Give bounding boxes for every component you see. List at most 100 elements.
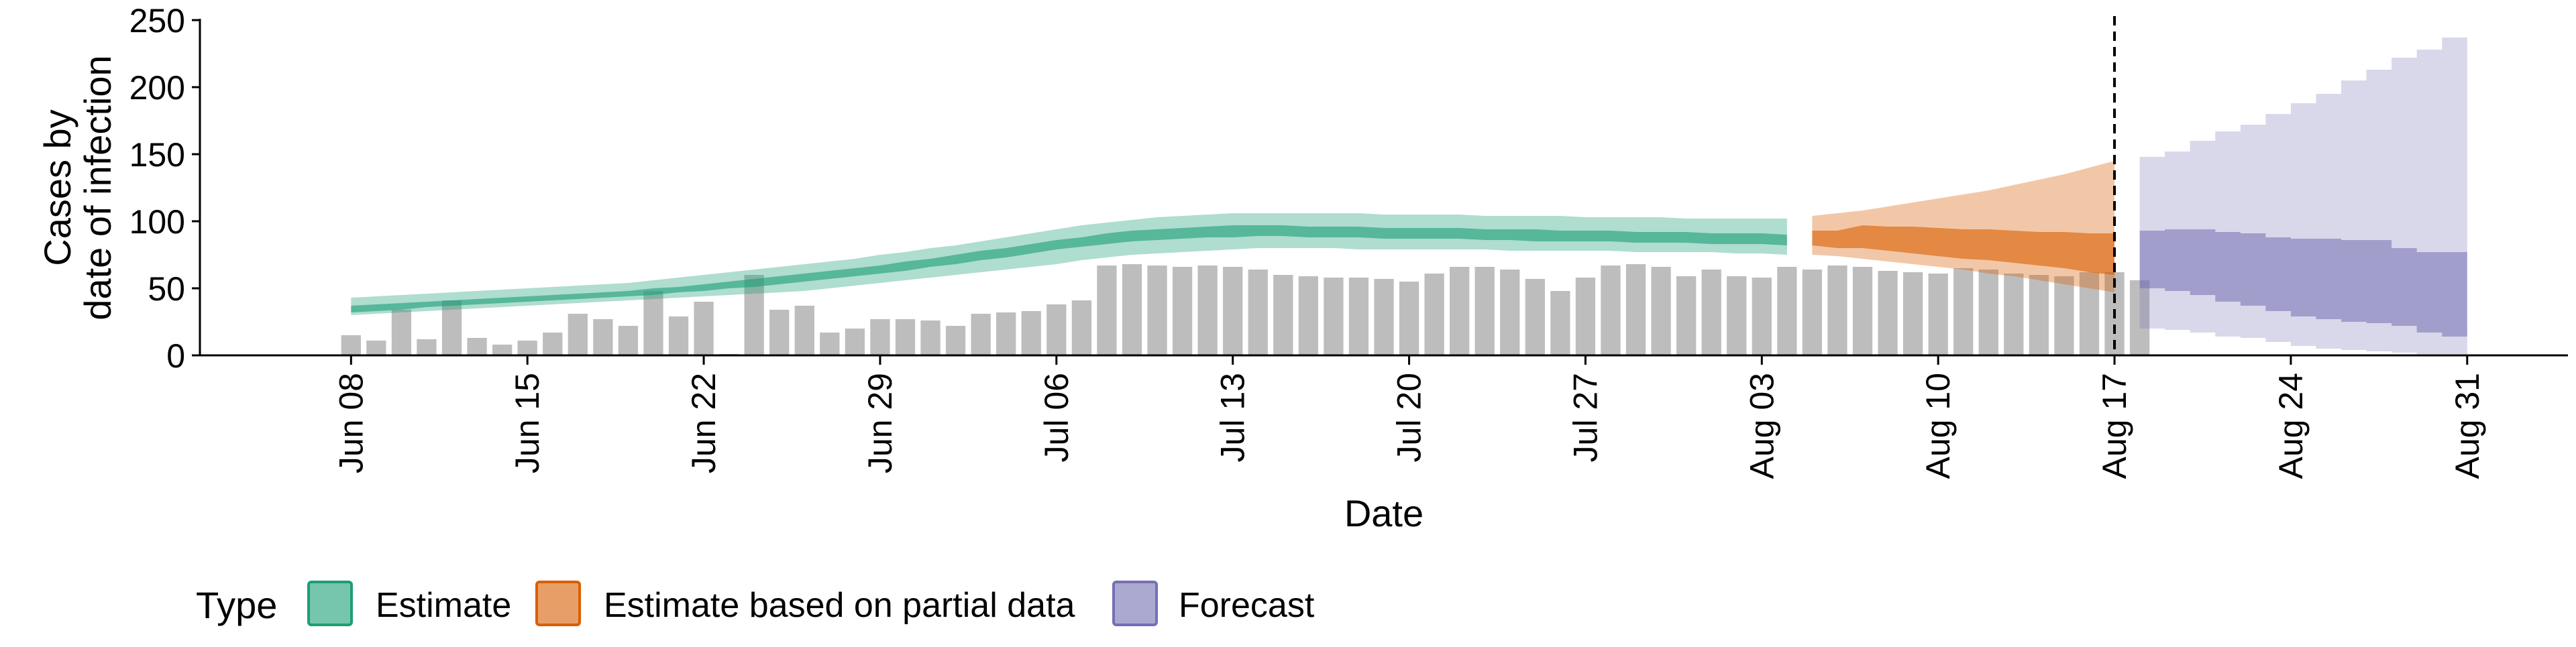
bar-2020-day-7 <box>517 341 537 355</box>
x-tick-label-2020-07-13: Jul 13 <box>1214 373 1252 462</box>
bar-2020-day-3 <box>417 339 437 355</box>
bar-2020-day-48 <box>1550 291 1570 355</box>
bar-2020-day-65 <box>1978 270 1998 355</box>
y-tick-label-100: 100 <box>129 203 185 241</box>
bar-2020-day-37 <box>1273 275 1293 355</box>
bar-2020-day-50 <box>1601 266 1621 355</box>
bar-2020-day-14 <box>694 302 714 355</box>
plot-area <box>341 16 2467 355</box>
x-tick-label-2020-08-24: Aug 24 <box>2272 373 2310 479</box>
bar-2020-day-49 <box>1575 278 1596 355</box>
bar-2020-day-54 <box>1701 270 1721 355</box>
estimate-inner-band <box>351 225 1787 312</box>
bar-2020-day-38 <box>1298 276 1318 355</box>
bar-2020-day-55 <box>1727 276 1747 355</box>
bar-2020-day-10 <box>593 319 613 355</box>
bar-2020-day-43 <box>1424 274 1444 355</box>
bar-2020-day-64 <box>1953 268 1974 355</box>
bar-2020-day-6 <box>492 345 513 355</box>
bar-2020-day-4 <box>441 300 462 355</box>
bar-2020-day-27 <box>1021 311 1041 355</box>
bar-2020-day-8 <box>543 333 563 355</box>
bar-2020-day-52 <box>1651 267 1671 355</box>
bar-2020-day-33 <box>1172 267 1193 355</box>
y-axis-title-line-1: Cases by <box>36 109 78 266</box>
x-tick-label-2020-06-22: Jun 22 <box>685 373 722 473</box>
x-tick-label-2020-08-31: Aug 31 <box>2449 373 2486 479</box>
bar-2020-day-12 <box>643 291 663 355</box>
bar-2020-day-40 <box>1348 278 1369 355</box>
legend-key-estimate <box>307 581 353 626</box>
forecast-inner-band <box>2139 229 2467 338</box>
bar-2020-day-22 <box>895 319 916 355</box>
bar-2020-day-59 <box>1827 266 1847 355</box>
legend-label-estimate: Estimate <box>376 586 511 625</box>
bar-2020-day-35 <box>1223 267 1243 355</box>
bar-2020-day-18 <box>794 306 814 355</box>
legend-label-estimate-based-on-partial-data: Estimate based on partial data <box>604 586 1075 625</box>
bar-2020-day-63 <box>1928 274 1948 355</box>
bar-2020-day-30 <box>1097 266 1117 355</box>
y-tick-label-0: 0 <box>166 337 185 375</box>
x-tick-label-2020-07-06: Jul 06 <box>1038 373 1075 462</box>
legend-title: Type <box>196 584 277 626</box>
bar-2020-day-71 <box>2129 280 2150 355</box>
bar-2020-day-36 <box>1248 270 1268 355</box>
x-tick-label-2020-06-08: Jun 08 <box>332 373 370 473</box>
bar-2020-day-31 <box>1122 264 1142 355</box>
bar-2020-day-21 <box>870 319 890 355</box>
bar-2020-day-19 <box>820 333 840 355</box>
bar-2020-day-0 <box>341 335 361 355</box>
x-tick-label-2020-06-29: Jun 29 <box>861 373 899 473</box>
bar-2020-day-1 <box>366 341 386 355</box>
y-tick-label-150: 150 <box>129 136 185 174</box>
bar-2020-day-58 <box>1802 270 1823 355</box>
bar-2020-day-34 <box>1197 266 1218 355</box>
x-tick-label-2020-08-03: Aug 03 <box>1743 373 1780 479</box>
bar-2020-day-62 <box>1902 272 1923 355</box>
legend-key-estimate-based-on-partial-data <box>535 581 581 626</box>
bar-2020-day-44 <box>1450 267 1470 355</box>
bar-2020-day-5 <box>467 338 487 355</box>
bar-2020-day-69 <box>2079 272 2100 355</box>
bar-2020-day-9 <box>568 314 588 355</box>
bar-2020-day-2 <box>391 310 412 355</box>
bar-2020-day-26 <box>996 312 1016 355</box>
x-tick-label-2020-08-10: Aug 10 <box>1919 373 1957 479</box>
bar-2020-day-28 <box>1046 304 1067 355</box>
bar-2020-day-51 <box>1625 264 1646 355</box>
bar-2020-day-56 <box>1752 278 1772 355</box>
bar-2020-day-25 <box>971 314 991 355</box>
bar-2020-day-13 <box>668 316 689 355</box>
y-axis-title-line-2: date of infection <box>76 55 119 320</box>
estimate-outer-band <box>351 213 1787 315</box>
bar-2020-day-45 <box>1474 267 1495 355</box>
bar-2020-day-29 <box>1071 300 1092 355</box>
y-tick-label-200: 200 <box>129 69 185 107</box>
bar-2020-day-32 <box>1147 266 1167 355</box>
x-tick-label-2020-06-15: Jun 15 <box>508 373 546 473</box>
bar-2020-day-53 <box>1676 276 1697 355</box>
legend-key-forecast <box>1112 581 1158 626</box>
bar-2020-day-17 <box>769 310 790 355</box>
x-tick-label-2020-08-17: Aug 17 <box>2096 373 2133 479</box>
bar-2020-day-11 <box>618 326 639 355</box>
y-tick-label-50: 50 <box>148 270 185 308</box>
bar-2020-day-41 <box>1374 279 1394 355</box>
bar-2020-day-46 <box>1500 270 1520 355</box>
bar-2020-day-23 <box>920 320 941 355</box>
axes: 0 50 100 150 200 250 Jun 08 Jun 15 Jun 22 Jun 29 J… <box>36 2 2568 534</box>
bar-2020-day-20 <box>845 329 865 355</box>
bar-2020-day-16 <box>744 275 764 355</box>
bar-2020-day-39 <box>1324 278 1344 355</box>
bar-2020-day-60 <box>1852 267 1873 355</box>
bar-2020-day-47 <box>1525 279 1545 355</box>
bar-2020-day-24 <box>945 326 966 355</box>
x-tick-label-2020-07-27: Jul 27 <box>1566 373 1604 462</box>
estimate-based-on-partial-data-inner-band <box>1812 225 2115 275</box>
y-tick-label-250: 250 <box>129 2 185 40</box>
x-tick-label-2020-07-20: Jul 20 <box>1391 373 1428 462</box>
legend-label-forecast: Forecast <box>1179 586 1315 625</box>
bar-2020-day-42 <box>1399 282 1419 355</box>
